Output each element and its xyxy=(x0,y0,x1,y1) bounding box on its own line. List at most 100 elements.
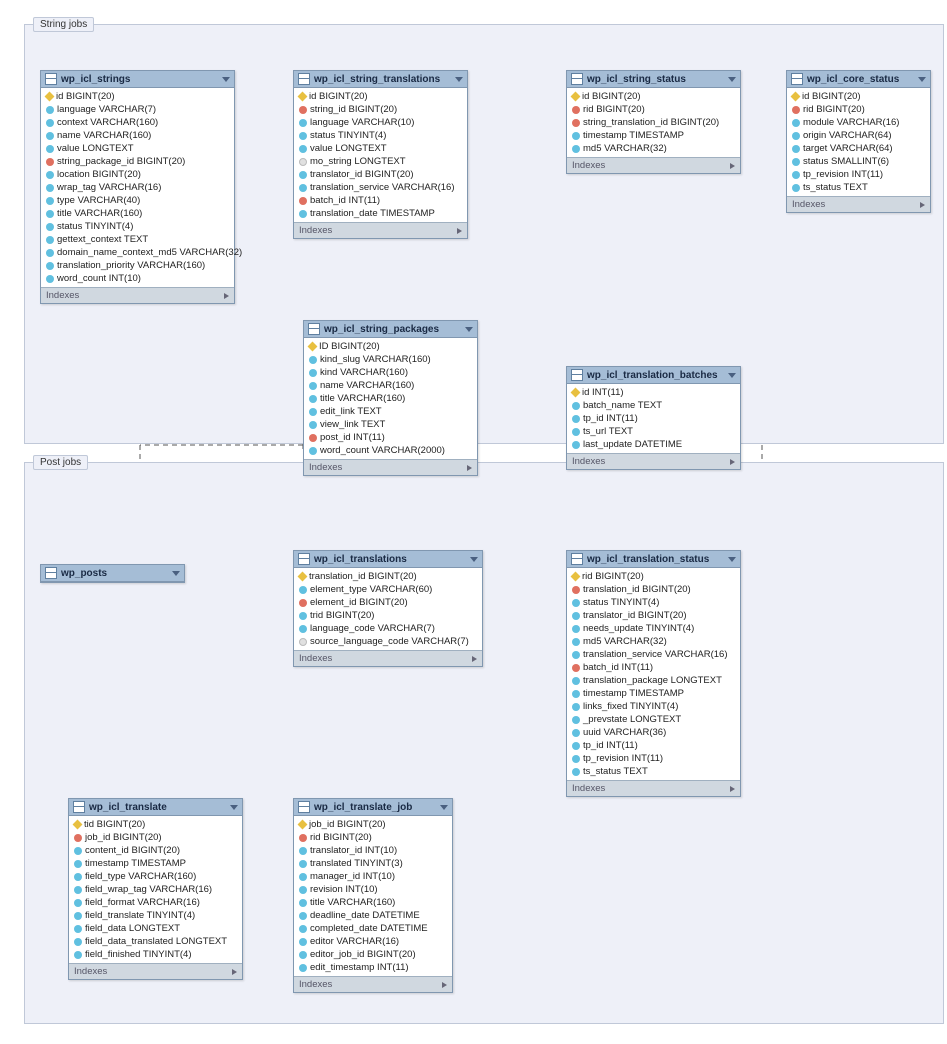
column-text: value LONGTEXT xyxy=(57,143,134,154)
table-header[interactable]: wp_icl_translation_status xyxy=(567,551,740,568)
column-text: id INT(11) xyxy=(582,387,624,398)
table-header[interactable]: wp_icl_string_status xyxy=(567,71,740,88)
column-text: last_update DATETIME xyxy=(583,439,682,450)
column-text: job_id BIGINT(20) xyxy=(85,832,162,843)
column: language VARCHAR(7) xyxy=(41,103,234,116)
table-header[interactable]: wp_icl_translate_job xyxy=(294,799,452,816)
table-header[interactable]: wp_icl_translate xyxy=(69,799,242,816)
column-text: id BIGINT(20) xyxy=(309,91,368,102)
column: tp_id INT(11) xyxy=(567,412,740,425)
key-icon xyxy=(45,92,55,102)
indexes-section[interactable]: Indexes xyxy=(294,222,467,238)
column-text: mo_string LONGTEXT xyxy=(310,156,406,167)
expand-icon[interactable] xyxy=(172,571,180,576)
indexes-section[interactable]: Indexes xyxy=(304,459,477,475)
column: tp_revision INT(11) xyxy=(567,752,740,765)
expand-icon[interactable] xyxy=(222,77,230,82)
field-icon xyxy=(572,428,580,436)
arrow-icon xyxy=(730,786,735,792)
field-icon xyxy=(299,951,307,959)
table-icon xyxy=(571,553,583,565)
expand-icon[interactable] xyxy=(728,557,736,562)
indexes-section[interactable]: Indexes xyxy=(294,976,452,992)
column: revision INT(10) xyxy=(294,883,452,896)
column: field_data_translated LONGTEXT xyxy=(69,935,242,948)
column: element_id BIGINT(20) xyxy=(294,596,482,609)
table-wp_icl_strings[interactable]: wp_icl_stringsid BIGINT(20)language VARC… xyxy=(40,70,235,304)
table-wp_icl_core_status[interactable]: wp_icl_core_statusid BIGINT(20)rid BIGIN… xyxy=(786,70,931,213)
column-text: kind_slug VARCHAR(160) xyxy=(320,354,431,365)
table-wp_icl_translate[interactable]: wp_icl_translatetid BIGINT(20)job_id BIG… xyxy=(68,798,243,980)
field-icon xyxy=(309,421,317,429)
expand-icon[interactable] xyxy=(470,557,478,562)
column: ts_status TEXT xyxy=(567,765,740,778)
field-icon xyxy=(309,382,317,390)
column: field_finished TINYINT(4) xyxy=(69,948,242,961)
arrow-icon xyxy=(442,982,447,988)
field-icon xyxy=(572,755,580,763)
field-icon xyxy=(46,145,54,153)
column-text: deadline_date DATETIME xyxy=(310,910,420,921)
table-name: wp_icl_strings xyxy=(61,74,130,85)
table-wp_icl_translation_batches[interactable]: wp_icl_translation_batchesid INT(11)batc… xyxy=(566,366,741,470)
table-wp_icl_translate_job[interactable]: wp_icl_translate_jobjob_id BIGINT(20)rid… xyxy=(293,798,453,993)
column: field_wrap_tag VARCHAR(16) xyxy=(69,883,242,896)
column: status TINYINT(4) xyxy=(567,596,740,609)
expand-icon[interactable] xyxy=(728,373,736,378)
column: mo_string LONGTEXT xyxy=(294,155,467,168)
expand-icon[interactable] xyxy=(455,77,463,82)
table-wp_icl_translation_status[interactable]: wp_icl_translation_statusrid BIGINT(20)t… xyxy=(566,550,741,797)
key-icon xyxy=(308,342,318,352)
field-icon xyxy=(572,729,580,737)
table-icon xyxy=(73,801,85,813)
column: field_type VARCHAR(160) xyxy=(69,870,242,883)
column-text: module VARCHAR(16) xyxy=(803,117,899,128)
expand-icon[interactable] xyxy=(728,77,736,82)
table-wp_icl_string_status[interactable]: wp_icl_string_statusid BIGINT(20)rid BIG… xyxy=(566,70,741,174)
indexes-section[interactable]: Indexes xyxy=(567,157,740,173)
table-wp_icl_string_packages[interactable]: wp_icl_string_packagesID BIGINT(20)kind_… xyxy=(303,320,478,476)
column-text: batch_id INT(11) xyxy=(310,195,380,206)
indexes-section[interactable]: Indexes xyxy=(567,453,740,469)
expand-icon[interactable] xyxy=(230,805,238,810)
table-header[interactable]: wp_icl_string_translations xyxy=(294,71,467,88)
fk-icon xyxy=(309,434,317,442)
field-icon xyxy=(792,184,800,192)
indexes-section[interactable]: Indexes xyxy=(69,963,242,979)
table-header[interactable]: wp_icl_translation_batches xyxy=(567,367,740,384)
indexes-section[interactable]: Indexes xyxy=(294,650,482,666)
expand-icon[interactable] xyxy=(465,327,473,332)
key-icon xyxy=(571,388,581,398)
table-header[interactable]: wp_icl_string_packages xyxy=(304,321,477,338)
column-text: status TINYINT(4) xyxy=(310,130,386,141)
table-icon xyxy=(298,553,310,565)
expand-icon[interactable] xyxy=(918,77,926,82)
field-icon xyxy=(46,236,54,244)
table-wp_icl_translations[interactable]: wp_icl_translationstranslation_id BIGINT… xyxy=(293,550,483,667)
indexes-section[interactable]: Indexes xyxy=(41,287,234,303)
column-text: value LONGTEXT xyxy=(310,143,387,154)
table-header[interactable]: wp_posts xyxy=(41,565,184,582)
column: md5 VARCHAR(32) xyxy=(567,635,740,648)
column: id BIGINT(20) xyxy=(41,90,234,103)
table-icon xyxy=(308,323,320,335)
column: location BIGINT(20) xyxy=(41,168,234,181)
column-text: timestamp TIMESTAMP xyxy=(583,688,684,699)
column-text: editor_job_id BIGINT(20) xyxy=(310,949,416,960)
column: origin VARCHAR(64) xyxy=(787,129,930,142)
column-text: trid BIGINT(20) xyxy=(310,610,374,621)
table-header[interactable]: wp_icl_strings xyxy=(41,71,234,88)
field-icon xyxy=(792,158,800,166)
column: manager_id INT(10) xyxy=(294,870,452,883)
column-text: string_translation_id BIGINT(20) xyxy=(583,117,719,128)
column: id INT(11) xyxy=(567,386,740,399)
column-text: string_package_id BIGINT(20) xyxy=(57,156,185,167)
table-header[interactable]: wp_icl_translations xyxy=(294,551,482,568)
indexes-section[interactable]: Indexes xyxy=(787,196,930,212)
column-text: kind VARCHAR(160) xyxy=(320,367,408,378)
table-header[interactable]: wp_icl_core_status xyxy=(787,71,930,88)
table-wp_icl_string_translations[interactable]: wp_icl_string_translationsid BIGINT(20) s… xyxy=(293,70,468,239)
expand-icon[interactable] xyxy=(440,805,448,810)
table-wp_posts[interactable]: wp_posts xyxy=(40,564,185,583)
indexes-section[interactable]: Indexes xyxy=(567,780,740,796)
